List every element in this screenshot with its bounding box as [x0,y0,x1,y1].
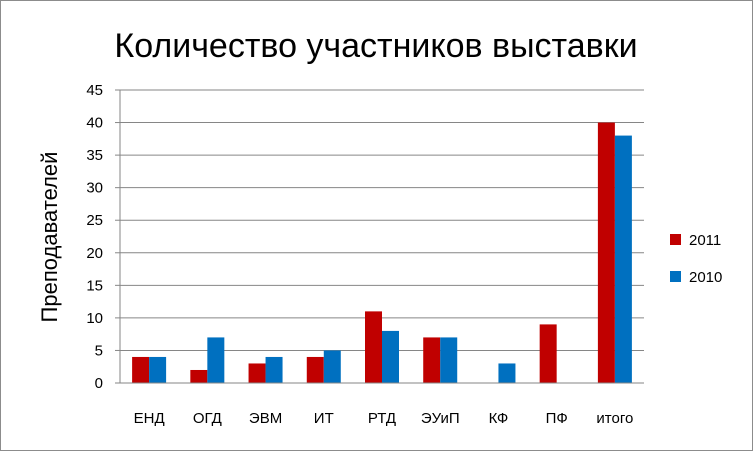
x-tick-label: ИТ [314,410,334,427]
x-tick-label: ЭУиП [421,410,460,427]
legend-swatch-2010 [670,271,681,282]
x-tick-label: ЕНД [134,410,165,427]
x-tick-label: ПФ [546,410,568,427]
bar-2010-2 [265,356,283,383]
legend: 2011 2010 [670,232,722,286]
y-tick-label: 10 [86,310,103,327]
y-tick-label: 5 [95,342,103,359]
y-tick-label: 20 [86,245,103,262]
bar-2011-0 [132,356,150,383]
y-tick-label: 15 [86,277,103,294]
bar-2011-3 [306,356,324,383]
y-tick-label: 40 [86,115,103,132]
y-tick-label: 35 [86,147,103,164]
bar-2010-4 [382,330,399,383]
y-tick-label: 0 [95,375,103,392]
bar-2010-3 [323,350,341,383]
bar-2010-1 [207,337,225,383]
x-tick-label: КФ [489,410,509,427]
y-tick-label: 25 [86,212,103,229]
bars [132,122,632,384]
chart-title: Количество участников выставки [114,27,637,65]
gridlines [120,89,644,351]
bar-2011-4 [365,311,382,383]
bar-2011-8 [597,122,615,384]
legend-label: 2011 [689,232,721,249]
bar-2011-5 [423,337,441,383]
x-tick-label: итого [596,410,633,427]
legend-label: 2010 [689,269,722,286]
bar-2011-2 [248,363,266,383]
legend-swatch-2011 [670,234,681,245]
bar-2010-0 [149,356,167,383]
bar-2011-7 [539,324,557,383]
bar-2010-5 [440,337,458,383]
y-axis-label: Преподавателей [37,152,62,323]
bar-2011-1 [190,369,208,383]
x-tick-labels: ЕНД ОГД ЭВМ ИТ РТД ЭУиП КФ ПФ итого [134,410,634,427]
bar-2010-8 [614,135,632,383]
y-tick-label: 45 [86,82,103,99]
x-tick-label: РТД [368,410,396,427]
bar-2010-6 [498,363,516,383]
x-tick-label: ОГД [193,410,222,427]
y-tick-label: 30 [86,180,103,197]
y-tick-labels: 0 5 10 15 20 25 30 35 40 45 [86,82,120,392]
x-tick-label: ЭВМ [249,410,282,427]
